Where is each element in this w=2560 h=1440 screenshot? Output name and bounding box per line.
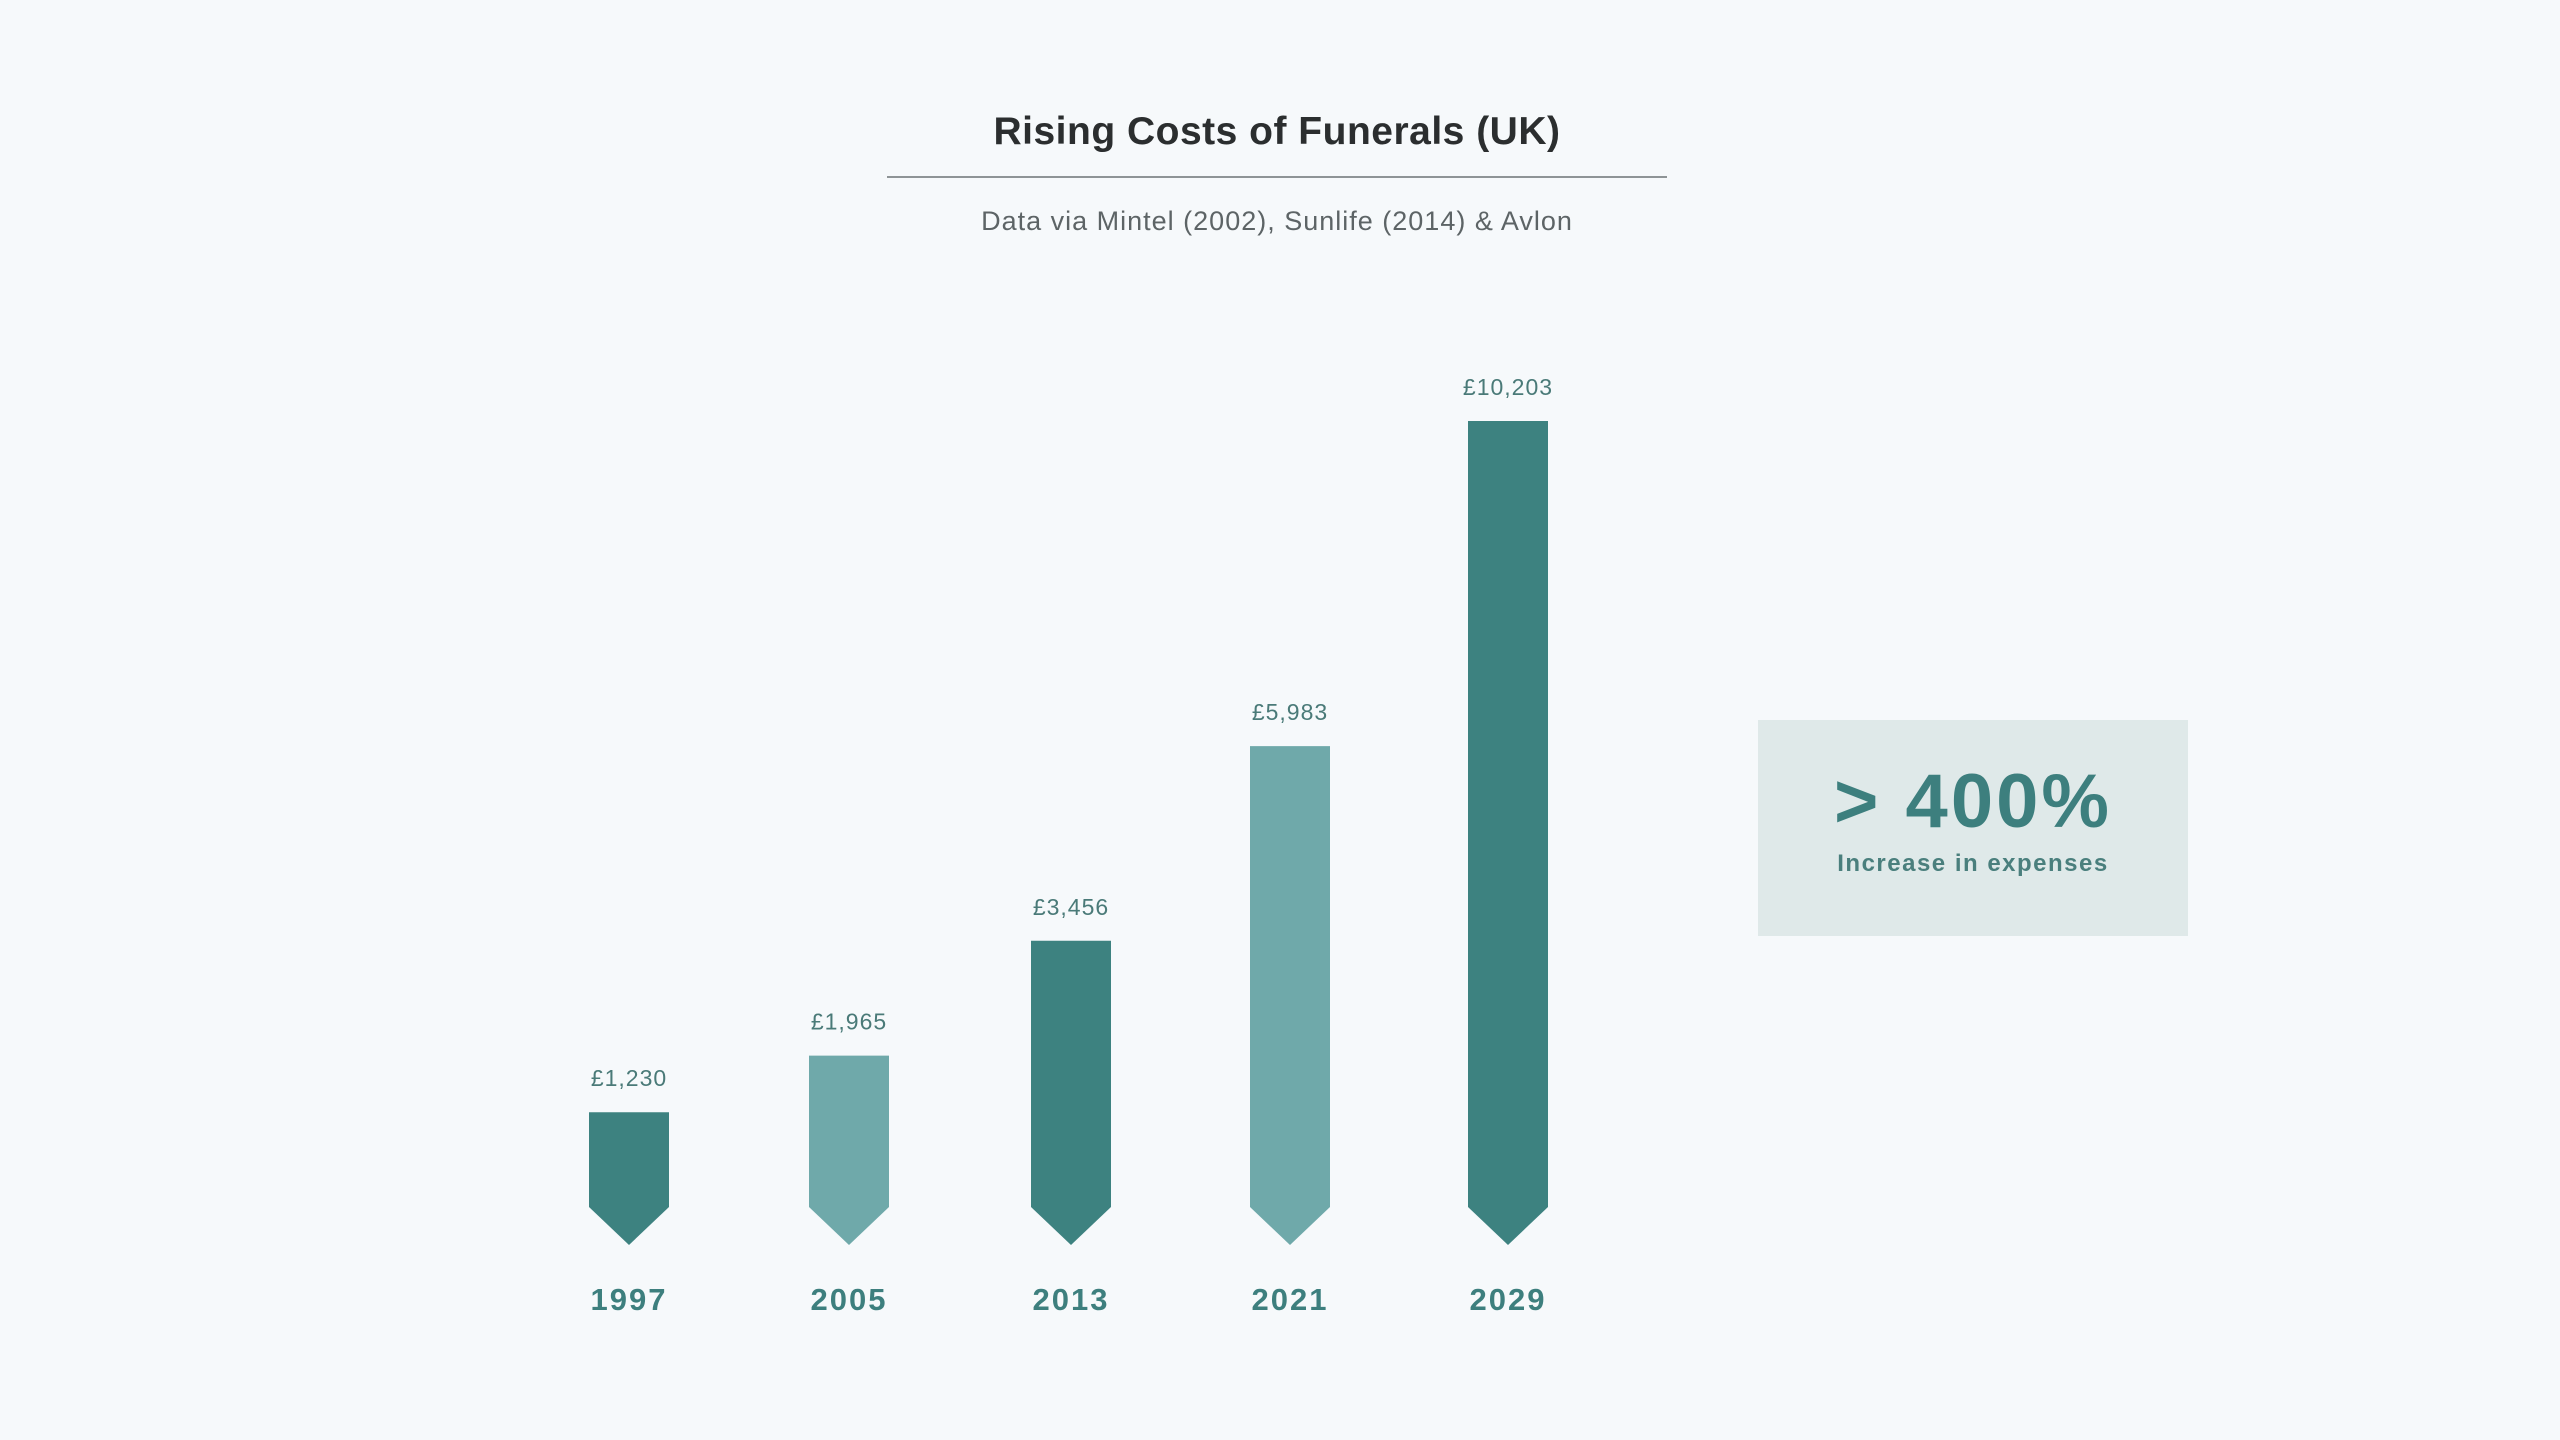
bar-2021: [1250, 746, 1330, 1245]
title-divider: [887, 176, 1667, 178]
value-label: £1,230: [591, 1065, 667, 1091]
value-label: £3,456: [1033, 894, 1109, 920]
bar-1997: [589, 1112, 669, 1245]
value-label: £5,983: [1252, 699, 1328, 725]
year-label: 1997: [591, 1282, 668, 1317]
year-label: 2029: [1470, 1282, 1547, 1317]
bar-2005: [809, 1055, 889, 1245]
value-label: £10,203: [1463, 374, 1553, 400]
value-label: £1,965: [811, 1009, 887, 1035]
year-label: 2013: [1033, 1282, 1110, 1317]
stat-value: > 400%: [1834, 759, 2112, 844]
chart-subtitle: Data via Mintel (2002), Sunlife (2014) &…: [981, 206, 1573, 236]
chart-title: Rising Costs of Funerals (UK): [993, 110, 1561, 153]
bar-2029: [1468, 421, 1548, 1245]
stat-caption: Increase in expenses: [1837, 850, 2109, 877]
chart-header: Rising Costs of Funerals (UK) Data via M…: [887, 100, 1667, 237]
stat-callout: > 400% Increase in expenses: [1758, 720, 2188, 936]
year-label: 2021: [1252, 1282, 1329, 1317]
bar-2013: [1031, 940, 1111, 1245]
year-label: 2005: [811, 1282, 888, 1317]
